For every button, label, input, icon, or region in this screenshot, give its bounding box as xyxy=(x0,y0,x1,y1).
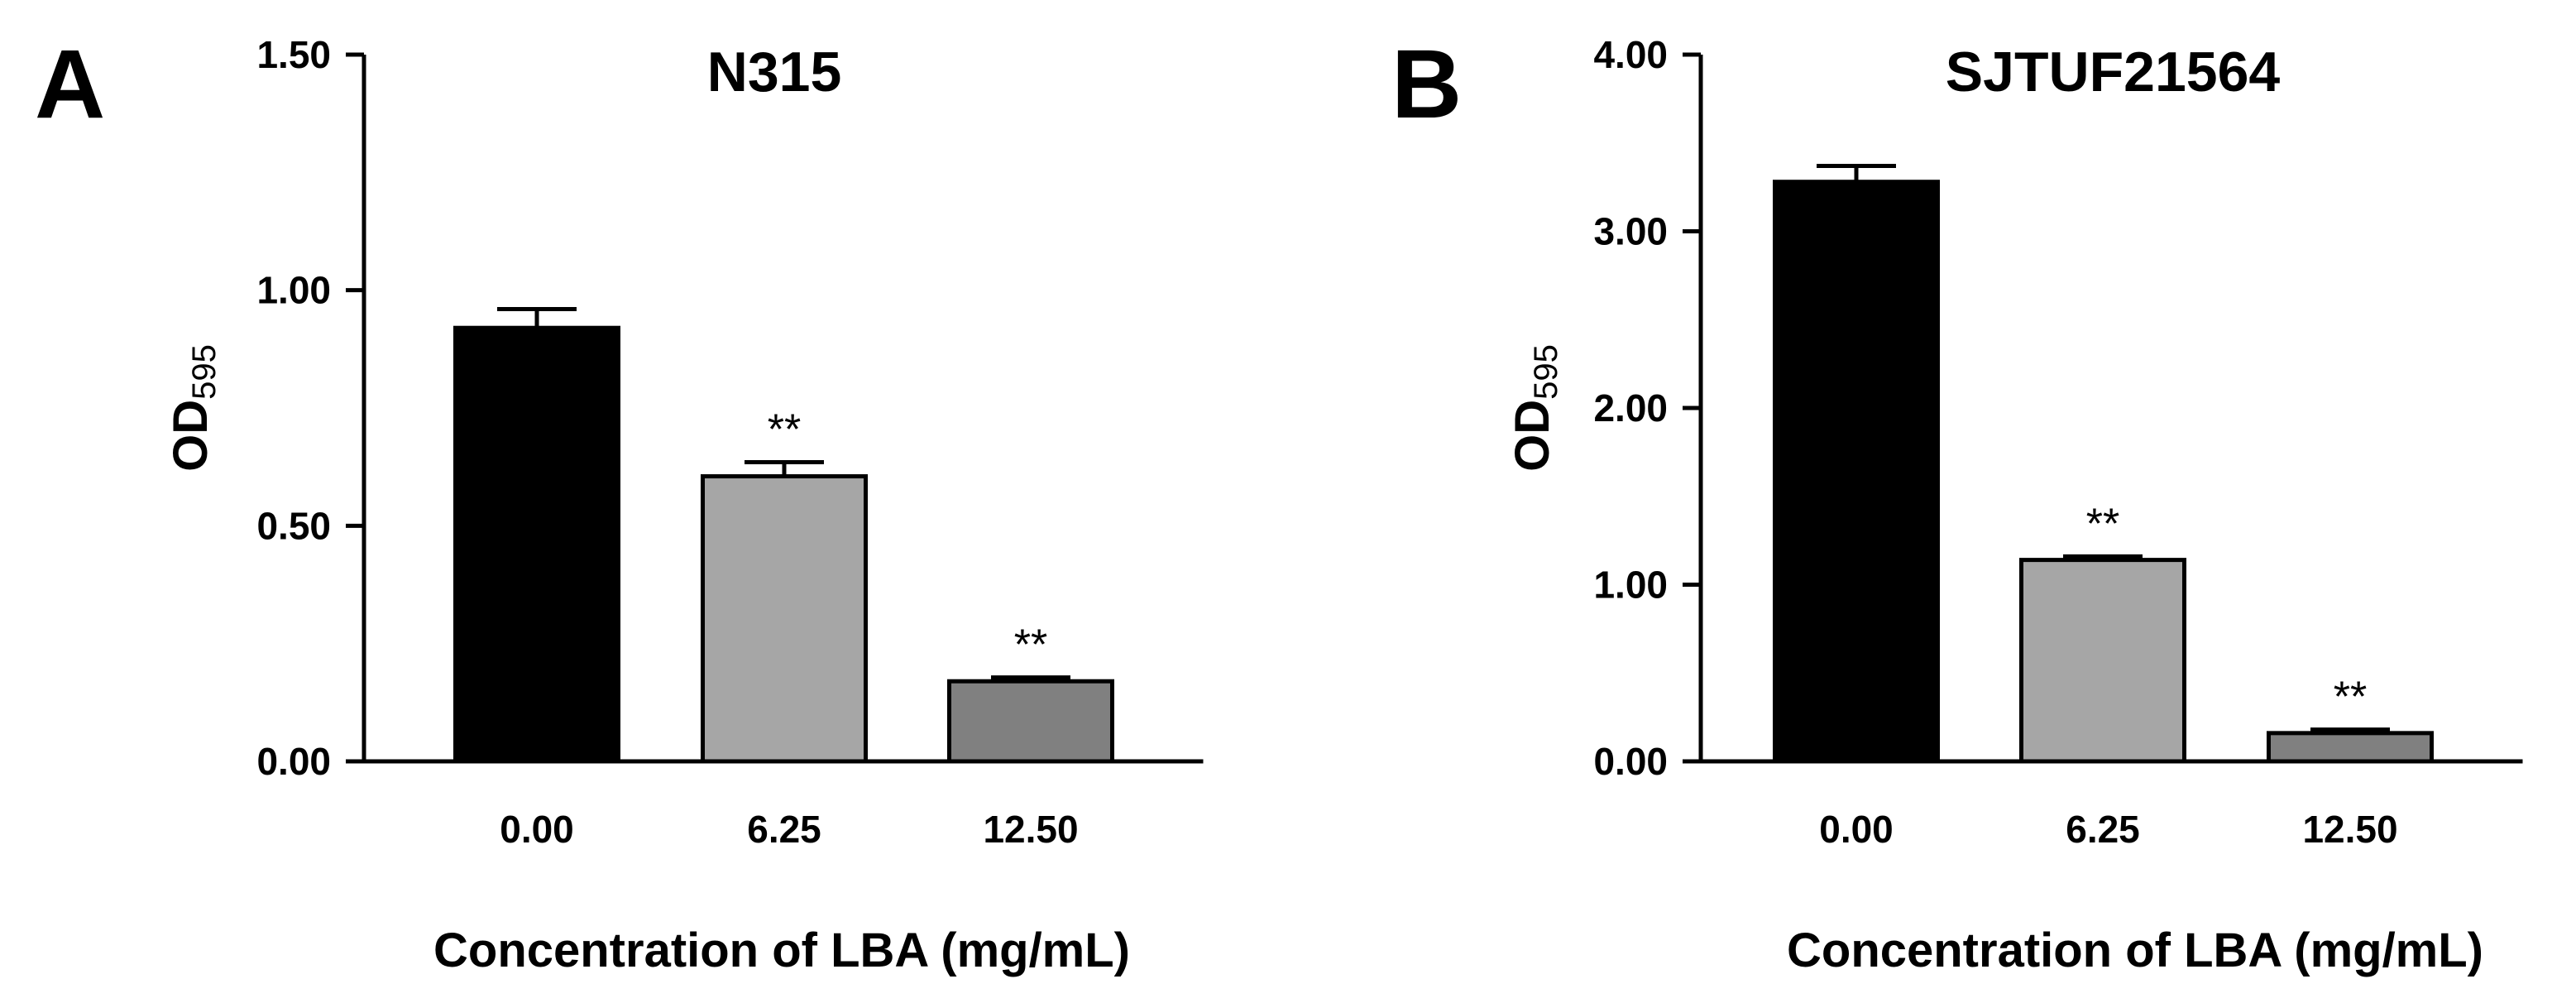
chart-panel-a: A N315 0.00 ** 6.25 ** 12.50 0.00 0.50 1.00 1.50 OD… xyxy=(35,30,1204,977)
chart-panel-b: B SJTUF21564 0.00 ** 6.25 ** 12.50 0.00 1.00 2.00… xyxy=(1391,30,2523,977)
y-tick-label: 0.00 xyxy=(1593,740,1668,783)
bar xyxy=(947,679,1114,764)
x-tick-label: 6.25 xyxy=(2066,808,2140,851)
y-axis-label: OD595 xyxy=(164,344,223,472)
panel-letter: B xyxy=(1391,30,1462,139)
significance-label: ** xyxy=(768,406,801,454)
x-axis-label: Concentration of LBA (mg/mL) xyxy=(1787,924,2483,977)
panel-letter: A xyxy=(35,30,105,139)
bar xyxy=(2019,558,2186,764)
significance-label: ** xyxy=(2086,500,2119,548)
x-tick-label: 0.00 xyxy=(1819,808,1894,851)
bar xyxy=(701,474,868,764)
x-tick-label: 12.50 xyxy=(2302,808,2397,851)
y-axis-label-main: OD xyxy=(164,400,218,472)
x-tick-label: 0.00 xyxy=(500,808,574,851)
y-tick-label: 1.00 xyxy=(1593,564,1668,607)
x-tick-label: 12.50 xyxy=(983,808,1078,851)
y-axis-label: OD595 xyxy=(1506,344,1564,472)
y-tick-label: 3.00 xyxy=(1593,210,1668,253)
y-axis-label-main: OD xyxy=(1506,400,1559,472)
chart-title: SJTUF21564 xyxy=(1946,41,2281,103)
y-tick-label: 2.00 xyxy=(1593,386,1668,430)
x-axis-label: Concentration of LBA (mg/mL) xyxy=(433,924,1130,977)
bar xyxy=(1773,180,1940,764)
y-tick-label: 4.00 xyxy=(1593,33,1668,76)
bar xyxy=(2267,731,2434,764)
significance-label: ** xyxy=(2334,674,2367,722)
y-tick-label: 0.50 xyxy=(256,504,331,547)
bar xyxy=(453,325,620,764)
y-tick-label: 0.00 xyxy=(256,740,331,783)
y-tick-label: 1.50 xyxy=(256,33,331,76)
significance-label: ** xyxy=(1014,621,1047,669)
x-tick-label: 6.25 xyxy=(747,808,821,851)
y-tick-label: 1.00 xyxy=(256,269,331,312)
y-axis-label-subscript: 595 xyxy=(186,344,223,400)
y-axis-label-subscript: 595 xyxy=(1528,344,1564,400)
chart-title: N315 xyxy=(707,41,842,103)
